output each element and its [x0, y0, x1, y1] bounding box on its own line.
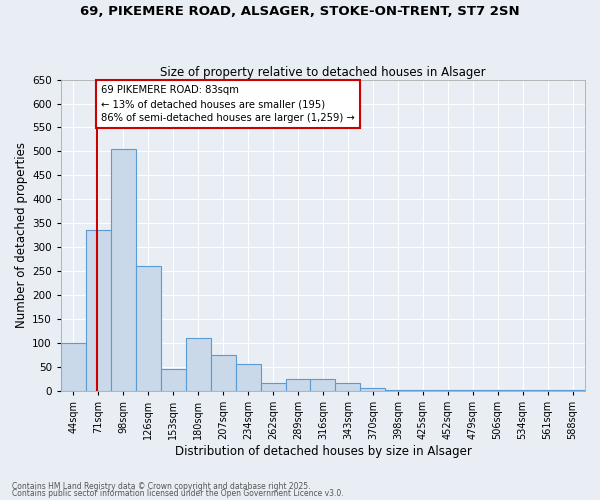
X-axis label: Distribution of detached houses by size in Alsager: Distribution of detached houses by size …: [175, 444, 472, 458]
Y-axis label: Number of detached properties: Number of detached properties: [15, 142, 28, 328]
Bar: [361, 388, 385, 390]
Bar: [161, 369, 186, 390]
Text: 69, PIKEMERE ROAD, ALSAGER, STOKE-ON-TRENT, ST7 2SN: 69, PIKEMERE ROAD, ALSAGER, STOKE-ON-TRE…: [80, 5, 520, 18]
Bar: [286, 378, 310, 390]
Bar: [111, 149, 136, 390]
Bar: [335, 384, 361, 390]
Bar: [236, 364, 260, 390]
Bar: [186, 338, 211, 390]
Text: 69 PIKEMERE ROAD: 83sqm
← 13% of detached houses are smaller (195)
86% of semi-d: 69 PIKEMERE ROAD: 83sqm ← 13% of detache…: [101, 86, 355, 124]
Title: Size of property relative to detached houses in Alsager: Size of property relative to detached ho…: [160, 66, 486, 78]
Bar: [260, 384, 286, 390]
Bar: [136, 266, 161, 390]
Bar: [86, 230, 111, 390]
Bar: [211, 354, 236, 390]
Text: Contains public sector information licensed under the Open Government Licence v3: Contains public sector information licen…: [12, 489, 344, 498]
Bar: [310, 378, 335, 390]
Text: Contains HM Land Registry data © Crown copyright and database right 2025.: Contains HM Land Registry data © Crown c…: [12, 482, 311, 491]
Bar: [61, 342, 86, 390]
